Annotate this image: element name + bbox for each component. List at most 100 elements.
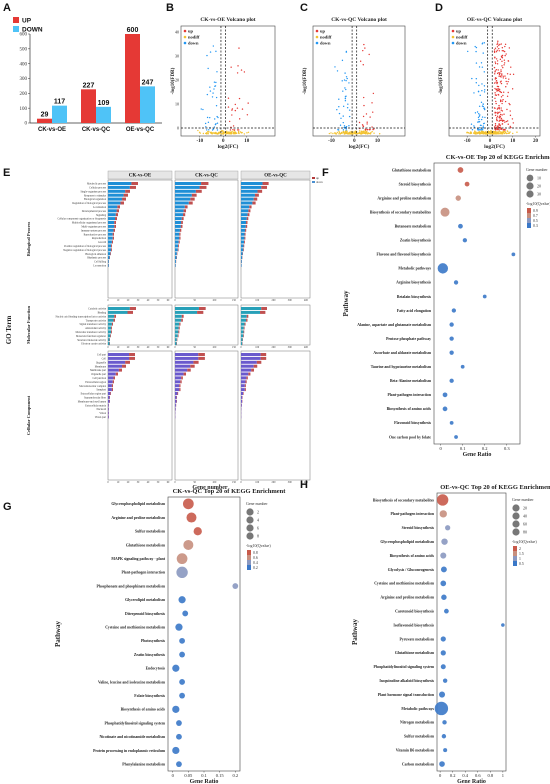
nodiff-point bbox=[364, 132, 367, 134]
go-term-label: Organelle bbox=[96, 361, 107, 364]
x-tick-label: 150 bbox=[232, 481, 237, 484]
down-point bbox=[471, 77, 473, 80]
go-bar bbox=[175, 244, 179, 248]
go-term-label: Symplast bbox=[96, 389, 106, 392]
nodiff-point bbox=[350, 133, 353, 135]
up-point bbox=[494, 94, 497, 96]
nodiff-point bbox=[218, 131, 220, 134]
x-tick-label: 0 bbox=[174, 346, 176, 349]
x-tick-label: 0 bbox=[439, 446, 442, 451]
go-bar bbox=[175, 221, 182, 224]
go-bar bbox=[175, 372, 184, 376]
go-bar-up bbox=[260, 356, 267, 360]
pathway-label: Biosynthesis of secondary metabolites bbox=[370, 210, 432, 214]
x-tick-label: 100 bbox=[212, 346, 217, 349]
up-point bbox=[502, 66, 504, 69]
column-header: CK-vs-QC bbox=[195, 174, 218, 179]
nodiff-point bbox=[360, 130, 363, 133]
x-tick-label: 10 bbox=[244, 139, 250, 144]
nodiff-point bbox=[353, 132, 356, 135]
up-point bbox=[236, 107, 239, 109]
enrichment-bubble bbox=[176, 761, 182, 768]
go-bar-up bbox=[191, 193, 197, 197]
go-term-label: Molecular function regulator bbox=[76, 335, 106, 338]
legend-label: up bbox=[316, 176, 320, 180]
go-bar-up bbox=[246, 217, 249, 221]
go-term-label: Biological adhesion bbox=[85, 253, 106, 256]
pathway-label: Biosynthesis of secondary metabolites bbox=[373, 498, 435, 502]
go-bar-up bbox=[181, 217, 184, 221]
up-point bbox=[507, 60, 509, 62]
go-term-label: Organelle part bbox=[91, 373, 106, 376]
up-point bbox=[493, 66, 496, 69]
nodiff-point bbox=[502, 130, 504, 132]
pathway-label: Biosynthesis of amino acids bbox=[121, 708, 166, 712]
down-point bbox=[482, 125, 484, 127]
nodiff-point bbox=[498, 130, 500, 133]
legend-swatch-down bbox=[13, 26, 19, 32]
go-bar bbox=[108, 193, 124, 197]
down-point bbox=[345, 88, 347, 91]
down-point bbox=[342, 90, 344, 92]
enrichment-bubble bbox=[175, 623, 183, 631]
nodiff-point bbox=[225, 131, 228, 134]
bar-down bbox=[96, 106, 111, 123]
pathway-label: Plant-pathogen interaction bbox=[121, 571, 165, 575]
nodiff-point bbox=[370, 131, 372, 134]
go-term-label: Cell junction bbox=[93, 377, 107, 380]
up-point bbox=[508, 78, 510, 80]
nodiff-point bbox=[247, 131, 250, 133]
up-point bbox=[504, 129, 506, 131]
down-point bbox=[215, 123, 217, 125]
go-term-label: Macromolecular complex bbox=[79, 385, 106, 388]
x-tick-label: 20 bbox=[127, 481, 130, 484]
color-legend-segment bbox=[513, 551, 517, 556]
go-bar bbox=[241, 395, 243, 399]
nodiff-point bbox=[503, 132, 506, 135]
x-tick-label: 0.2 bbox=[450, 773, 456, 778]
pathway-label: Folate biosynthesis bbox=[134, 694, 165, 698]
down-point bbox=[214, 85, 217, 87]
go-bar-up bbox=[197, 310, 204, 314]
go-bar bbox=[175, 307, 199, 310]
size-legend-bubble bbox=[526, 190, 534, 198]
up-point bbox=[496, 82, 498, 85]
up-point bbox=[494, 114, 497, 117]
nodiff-point bbox=[338, 131, 341, 134]
pathway-label: Alanine, aspartate and glutamate metabol… bbox=[357, 323, 432, 327]
up-point bbox=[497, 44, 500, 46]
up-point bbox=[234, 103, 237, 106]
go-term-label: Cell killing bbox=[94, 261, 106, 264]
go-bar-up bbox=[114, 221, 116, 224]
pathway-label: MAPK signaling pathway - plant bbox=[111, 557, 165, 561]
down-point bbox=[348, 125, 350, 127]
down-point bbox=[209, 90, 212, 92]
go-bar bbox=[175, 395, 177, 399]
up-point bbox=[502, 77, 505, 79]
go-bar bbox=[108, 209, 117, 213]
go-bar-up bbox=[181, 318, 183, 322]
panel-d-volcano-plot: D OE-vs-QC Volcano plot -10 0 10 20 log2(FC) -l… bbox=[435, 2, 541, 150]
nodiff-point bbox=[350, 131, 353, 133]
nodiff-point bbox=[365, 130, 367, 132]
enrichment-bubble bbox=[454, 435, 458, 439]
color-legend-tick: 0.2 bbox=[253, 566, 258, 570]
up-point bbox=[501, 65, 503, 67]
pathway-label: Carbon metabolism bbox=[402, 762, 435, 766]
pathway-label: Metabolic pathways bbox=[398, 267, 431, 271]
nodiff-point bbox=[199, 132, 201, 134]
go-bar bbox=[175, 364, 191, 368]
go-category-label: Cellular Component bbox=[26, 395, 31, 435]
nodiff-point bbox=[225, 133, 227, 135]
down-point bbox=[480, 124, 482, 127]
down-point bbox=[481, 116, 484, 118]
up-point bbox=[364, 47, 366, 49]
go-bar bbox=[108, 326, 112, 330]
go-bar-up bbox=[110, 252, 111, 256]
x-tick-label: 0 bbox=[240, 346, 242, 349]
go-bar bbox=[175, 318, 182, 322]
pathway-label: Steroid biosynthesis bbox=[402, 526, 435, 530]
go-bar-up bbox=[180, 380, 182, 384]
enrichment-bubble bbox=[453, 280, 459, 285]
up-point bbox=[373, 128, 375, 130]
